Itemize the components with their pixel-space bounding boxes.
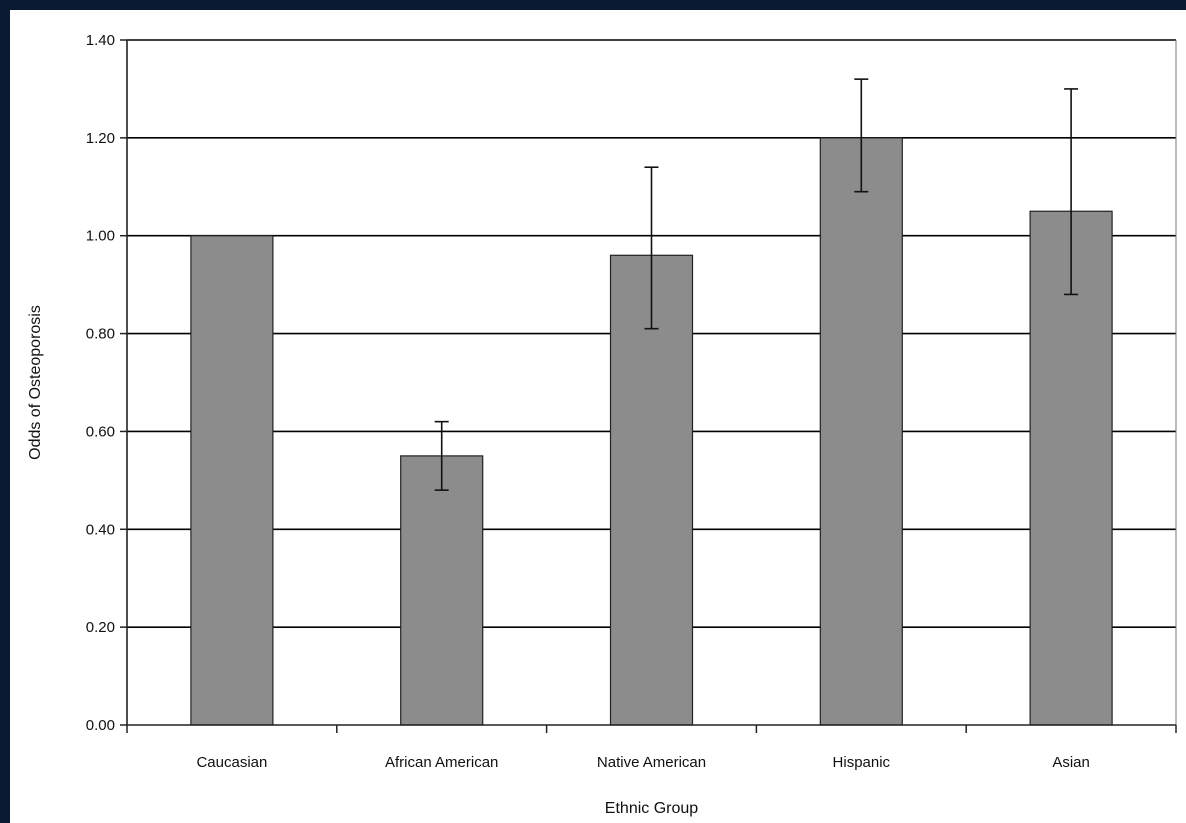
x-tick-label: Asian — [1052, 754, 1090, 771]
x-axis-title: Ethnic Group — [605, 800, 698, 817]
bar — [400, 455, 484, 726]
error-bars — [434, 78, 1079, 491]
x-tick-label: Hispanic — [833, 754, 891, 771]
bar — [819, 137, 903, 726]
y-axis-title: Odds of Osteoporosis — [27, 305, 44, 460]
y-tick-label: 0.00 — [86, 717, 115, 734]
osteoporosis-bar-chart: 0.00 0.20 0.40 0.60 0.80 1.00 1.20 1.40 Caucasia… — [27, 32, 1177, 817]
y-tick-label: 0.20 — [86, 619, 115, 636]
y-tick-label: 0.60 — [86, 423, 115, 440]
x-tick-label: African American — [385, 754, 498, 771]
y-tick-label: 0.40 — [86, 521, 115, 538]
y-tick-label: 1.40 — [86, 32, 115, 49]
chart-panel: 0.00 0.20 0.40 0.60 0.80 1.00 1.20 1.40 Caucasia… — [10, 10, 1186, 823]
axes — [120, 39, 1177, 733]
x-tick-label: Caucasian — [196, 754, 267, 771]
bar — [609, 254, 694, 726]
bar — [190, 235, 274, 726]
bars — [190, 137, 1113, 726]
y-tick-label: 1.00 — [86, 228, 115, 245]
x-tick-label: Native American — [597, 754, 706, 771]
y-tick-label: 0.80 — [86, 326, 115, 343]
tick-labels: 0.00 0.20 0.40 0.60 0.80 1.00 1.20 1.40 Caucasia… — [86, 32, 1090, 771]
y-tick-label: 1.20 — [86, 130, 115, 147]
bar — [1029, 210, 1113, 726]
